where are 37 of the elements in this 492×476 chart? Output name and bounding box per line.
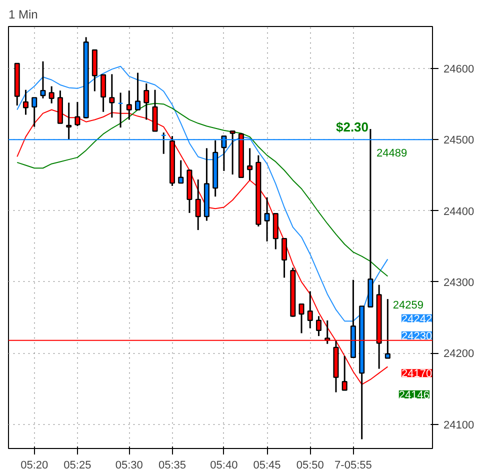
candlestick xyxy=(22,89,28,116)
candlestick xyxy=(48,86,54,104)
text: 24146 xyxy=(398,389,430,402)
x-tick-label: 05:40 xyxy=(210,460,238,472)
candlestick xyxy=(100,74,106,113)
candlestick xyxy=(230,130,236,176)
y-tick-label: 24200 xyxy=(444,348,474,360)
candlestick xyxy=(247,147,253,181)
x-tick-label: 05:35 xyxy=(158,460,186,472)
x-tick-label: 05:45 xyxy=(253,460,281,472)
x-tick-label: 05:50 xyxy=(296,460,324,472)
y-tick-label: 24100 xyxy=(444,419,474,432)
y-tick-label: 24600 xyxy=(444,63,474,76)
candlestick xyxy=(384,298,390,359)
x-tick-label: 05:25 xyxy=(64,460,92,472)
text: 24259 xyxy=(392,300,424,312)
y-tick-label: 24500 xyxy=(444,134,474,147)
candlestick xyxy=(195,178,201,231)
chart-title: 1 Min xyxy=(8,8,38,22)
x-tick-label: 7-05:55 xyxy=(334,460,372,472)
candlestick xyxy=(264,196,270,242)
y-tick-label: 24400 xyxy=(444,206,474,218)
annotation: $2.30 xyxy=(336,119,369,134)
text: 24242 xyxy=(401,313,432,326)
candlestick xyxy=(282,238,288,278)
candlestick xyxy=(32,96,38,128)
text: 24230 xyxy=(401,330,432,342)
annotation: 24489 xyxy=(376,147,408,160)
candlestick xyxy=(135,72,141,111)
candlestick xyxy=(178,160,184,184)
candlestick xyxy=(40,60,46,100)
x-tick-label: 05:30 xyxy=(115,460,143,472)
candlestick xyxy=(298,303,304,334)
x-tick-label: 05:20 xyxy=(20,460,48,472)
candlestick xyxy=(307,290,313,329)
y-tick-label: 24300 xyxy=(444,276,474,289)
candlestick xyxy=(316,315,322,337)
